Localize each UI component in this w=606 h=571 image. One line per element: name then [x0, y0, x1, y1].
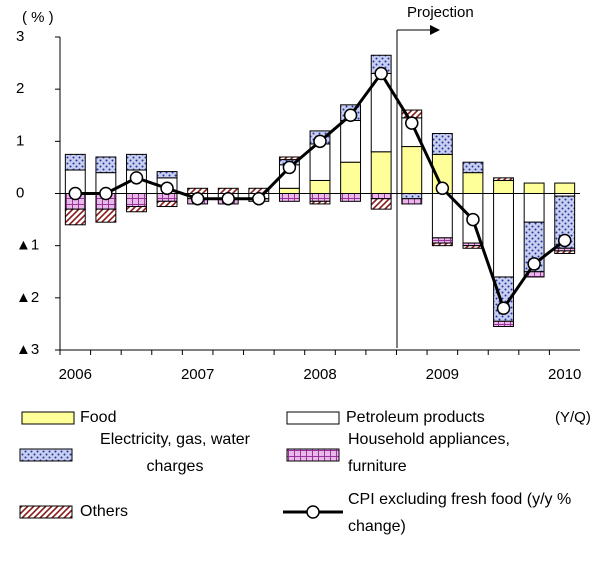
bar-segment — [370, 151, 392, 194]
bar-segment — [340, 161, 362, 194]
legend-label: Others — [80, 503, 129, 520]
x-tick-label: 2007 — [181, 366, 214, 383]
y-tick-label: 0 — [16, 184, 24, 201]
bar-segment — [309, 179, 331, 194]
bar-segment — [554, 250, 576, 254]
cpi-marker — [68, 186, 83, 201]
x-tick-label: 2010 — [548, 366, 581, 383]
bar-segment — [156, 171, 178, 179]
bar-segment — [126, 193, 147, 208]
bar-segment — [431, 237, 453, 244]
cpi-marker — [99, 186, 113, 201]
legend-label: CPI excluding fresh food (y/y % change) — [348, 491, 572, 535]
bar-segment — [401, 193, 423, 200]
bar-segment — [523, 271, 545, 278]
bar-segment — [493, 320, 514, 328]
y-tick-label: 1 — [16, 132, 24, 149]
y-axis-label: ( % ) — [22, 9, 54, 26]
cpi-marker — [374, 66, 388, 81]
bar-segment — [431, 242, 453, 247]
bar-segment — [278, 187, 300, 195]
bar-segment — [431, 133, 453, 155]
legend-label: Petroleum products — [346, 409, 485, 426]
cpi-marker — [252, 191, 266, 206]
bar-segment — [64, 153, 86, 171]
y-tick-label: ▲3 — [16, 341, 39, 358]
cpi-marker — [405, 116, 419, 130]
y-tick-label: ▲1 — [16, 237, 39, 254]
x-tick-label: 2008 — [303, 366, 336, 383]
y-tick-label: 3 — [16, 28, 24, 45]
cpi-marker — [435, 181, 450, 196]
bar-segment — [554, 182, 576, 194]
x-tick-label: 2006 — [59, 366, 92, 383]
bar-segment — [309, 143, 331, 181]
cpi-marker — [221, 191, 235, 206]
cpi-marker — [496, 301, 511, 316]
bar-segment — [340, 193, 362, 202]
bar-segment — [523, 182, 545, 194]
y-tick-label: 2 — [16, 80, 24, 97]
legend-label: Food — [80, 409, 117, 426]
cpi-marker — [129, 171, 144, 185]
x-axis-label: (Y/Q) — [555, 409, 591, 426]
legend-label: Household appliances, furniture — [348, 431, 510, 475]
bar-segment — [462, 161, 484, 174]
legend-swatch — [19, 505, 73, 519]
bar-segment — [523, 193, 545, 223]
bar-segment — [309, 193, 331, 202]
cpi-marker — [527, 257, 541, 271]
legend-swatch — [21, 411, 75, 425]
bar-segment — [95, 156, 117, 174]
legend-swatch — [286, 411, 340, 425]
cpi-marker — [160, 181, 174, 196]
bar-segment — [370, 193, 392, 200]
cpi-marker — [282, 160, 297, 175]
bar-segment — [309, 200, 331, 205]
bar-segment — [95, 208, 117, 223]
legend-swatch — [19, 448, 73, 462]
bar-segment — [278, 156, 300, 161]
legend-marker — [306, 505, 320, 519]
bar-segment — [126, 153, 147, 171]
bar-segment — [401, 146, 423, 195]
bar-segment — [401, 198, 423, 205]
bar-segment — [462, 172, 484, 194]
bar-segment — [64, 208, 86, 226]
bar-segment — [370, 198, 392, 210]
x-tick-label: 2009 — [426, 366, 459, 383]
bar-segment — [156, 200, 178, 208]
bar-segment — [431, 193, 453, 239]
bar-segment — [278, 193, 300, 202]
annotation: Projection — [407, 4, 474, 21]
legend-label: Electricity, gas, water charges — [100, 431, 250, 475]
cpi-marker — [557, 233, 572, 248]
cpi-marker — [190, 191, 205, 206]
legend-swatch — [286, 448, 340, 462]
bar-segment — [493, 179, 514, 194]
y-tick-label: ▲2 — [16, 289, 39, 306]
cpi-marker — [466, 212, 480, 227]
cpi-marker — [343, 108, 358, 122]
bar-segment — [340, 119, 362, 163]
bar-segment — [462, 245, 484, 249]
bar-segment — [126, 206, 147, 213]
bar-segment — [493, 193, 514, 278]
bar-segment — [493, 177, 514, 181]
cpi-marker — [313, 134, 327, 149]
projection-arrowhead — [430, 25, 440, 35]
